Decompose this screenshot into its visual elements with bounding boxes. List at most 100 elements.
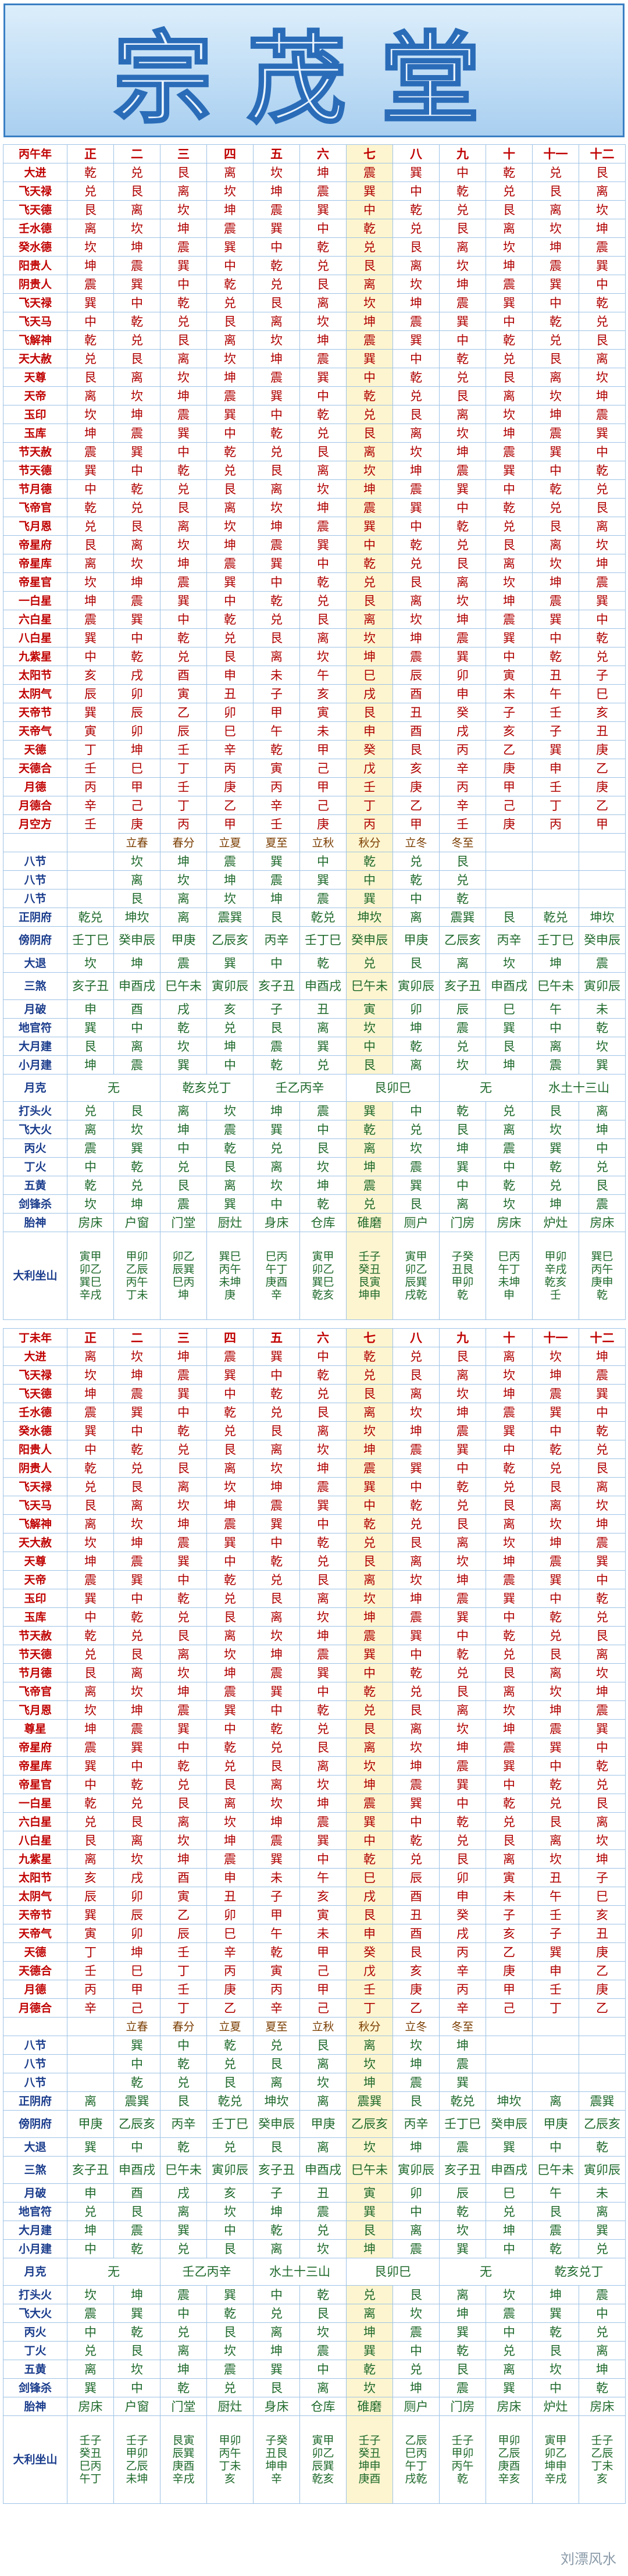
cell: 坎	[392, 610, 440, 629]
cell: 艮	[299, 610, 347, 629]
cell: 寅	[346, 2183, 393, 2203]
cell: 巽	[579, 256, 626, 275]
cell: 乾	[160, 2137, 207, 2157]
cell: 乾	[392, 368, 440, 387]
cell: 震	[579, 2285, 626, 2304]
cell: 坤	[346, 647, 393, 666]
row-label: 玉印	[3, 1589, 67, 1608]
cell: 兑	[346, 405, 393, 424]
cell: 坎	[206, 1477, 254, 1496]
cell: 中	[392, 182, 440, 201]
cell: 壬	[253, 814, 300, 834]
cell: 巽	[486, 2137, 533, 2157]
cell: 坎	[486, 1365, 533, 1385]
cell: 甲	[206, 814, 254, 834]
cell: 兑	[253, 1138, 300, 1158]
cell: 冬至	[439, 833, 486, 852]
table-row: 阳贵人坤震巽中乾兑艮离坎坤震巽	[3, 256, 626, 275]
table-row: 节月德艮离坎坤震巽中乾兑艮离坎	[3, 1663, 626, 1682]
cell: 乾	[346, 386, 393, 405]
cell: 巽	[160, 256, 207, 275]
cell: 巽	[206, 1194, 254, 1214]
cell: 离	[67, 2360, 114, 2379]
cell: 艮	[392, 740, 440, 759]
cell: 坎	[439, 424, 486, 443]
cell: 乾	[113, 647, 160, 666]
cell: 房床	[579, 1213, 626, 1232]
cell: 巳午未	[346, 2156, 393, 2184]
cell: 巽	[486, 2378, 533, 2397]
table-row: 剑锋杀坎坤震巽中乾兑艮离坎坤震	[3, 1194, 626, 1214]
cell: 兑	[532, 163, 579, 182]
cell: 乾	[160, 461, 207, 480]
cell: 巽	[67, 1756, 114, 1776]
cell: 亥	[206, 2183, 254, 2203]
cell: 离	[486, 554, 533, 573]
cell: 甲庚	[67, 2110, 114, 2138]
cell: 坤	[299, 1458, 347, 1478]
cell: 壬	[160, 740, 207, 759]
cell: 离	[486, 1849, 533, 1869]
cell: 巽	[579, 1384, 626, 1403]
table-row: 帝星官中乾兑艮离坎坤震巽中乾兑	[3, 1775, 626, 1794]
cell: 巽	[346, 1101, 393, 1120]
cell: 子	[253, 2183, 300, 2203]
cell: 子	[532, 1924, 579, 1943]
cell: 辛	[206, 740, 254, 759]
cell: 艮	[67, 1663, 114, 1682]
cell: 离	[113, 200, 160, 219]
cell: 乾	[206, 2304, 254, 2323]
cell: 乾	[439, 1477, 486, 1496]
cell: 中	[113, 293, 160, 312]
cell: 壬丁巳	[532, 926, 579, 954]
cell: 乾	[486, 330, 533, 350]
cell: 离	[113, 368, 160, 387]
cell: 兑	[579, 1607, 626, 1627]
row-label: 胎神	[3, 2397, 67, 2416]
cell: 乾兑	[439, 2091, 486, 2111]
cell: 离	[113, 870, 160, 889]
row-label: 节天赦	[3, 442, 67, 461]
cell: 震	[206, 1514, 254, 1533]
cell: 巽	[253, 1849, 300, 1869]
table-row: 正阴府离震巽艮乾兑 坤坎离震巽艮乾兑 坤坎离震巽	[3, 2091, 626, 2111]
month-header: 九	[439, 144, 486, 163]
month-header: 七	[346, 144, 393, 163]
cell: 兑	[346, 1365, 393, 1385]
cell: 艮	[206, 1607, 254, 1627]
cell: 卯	[392, 2183, 440, 2203]
cell: 巽	[299, 368, 347, 387]
row-label: 节天赦	[3, 1626, 67, 1645]
cell: 巽	[532, 2304, 579, 2323]
cell: 乙	[160, 1905, 207, 1924]
row-label: 帝星官	[3, 572, 67, 592]
cell: 坎	[299, 1607, 347, 1627]
cell: 巽	[346, 1812, 393, 1831]
month-header: 正	[67, 1328, 114, 1347]
row-label: 月克	[3, 1074, 67, 1102]
cell: 震	[532, 1055, 579, 1074]
cell: 坎	[206, 2341, 254, 2360]
cell: 中	[67, 2239, 114, 2258]
row-label: 大月建	[3, 2221, 67, 2240]
cell: 兑	[439, 200, 486, 219]
row-label: 胎神	[3, 1213, 67, 1232]
cell: 坤	[392, 1018, 440, 1037]
cell: 癸	[346, 1942, 393, 1962]
row-label: 五黄	[3, 2360, 67, 2379]
cell: 兑	[532, 1794, 579, 1813]
cell: 坤	[253, 2202, 300, 2221]
month-header: 正	[67, 144, 114, 163]
cell: 中	[486, 2322, 533, 2342]
cell: 兑	[392, 1514, 440, 1533]
cell: 亥	[579, 1905, 626, 1924]
cell: 巽	[392, 498, 440, 517]
cell: 离	[160, 2202, 207, 2221]
cell: 中	[439, 330, 486, 350]
cell: 亥	[486, 721, 533, 741]
cell: 房床	[579, 2397, 626, 2416]
row-label: 大利坐山	[3, 2415, 67, 2504]
cell: 乾	[346, 1347, 393, 1366]
cell: 巽	[532, 275, 579, 294]
